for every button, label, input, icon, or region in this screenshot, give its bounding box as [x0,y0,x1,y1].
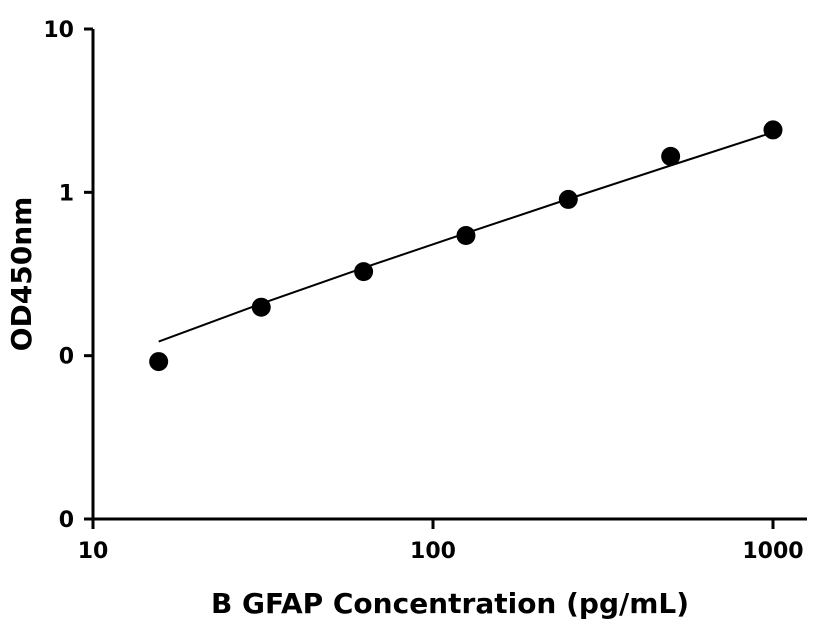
data-points-layer [149,120,783,372]
x-tick-label: 100 [410,539,456,564]
data-point [661,146,681,166]
data-point [558,189,578,209]
y-tick-label: 0 [59,345,74,370]
y-tick-label: 10 [43,18,74,43]
y-axis-title: OD450nm [5,197,38,352]
data-point [456,226,476,246]
data-point [763,120,783,140]
y-tick-label: 1 [59,181,74,206]
data-point [251,297,271,317]
y-tick-label: 0 [59,508,74,533]
data-point [149,352,169,372]
data-point [354,262,374,282]
x-tick-label: 1000 [742,539,803,564]
x-axis-ticks: 10 100 1000 [78,519,804,564]
x-axis-title: B GFAP Concentration (pg/mL) [211,587,689,620]
y-axis-ticks: 0 0 1 10 [43,18,93,533]
x-tick-label: 10 [78,539,109,564]
